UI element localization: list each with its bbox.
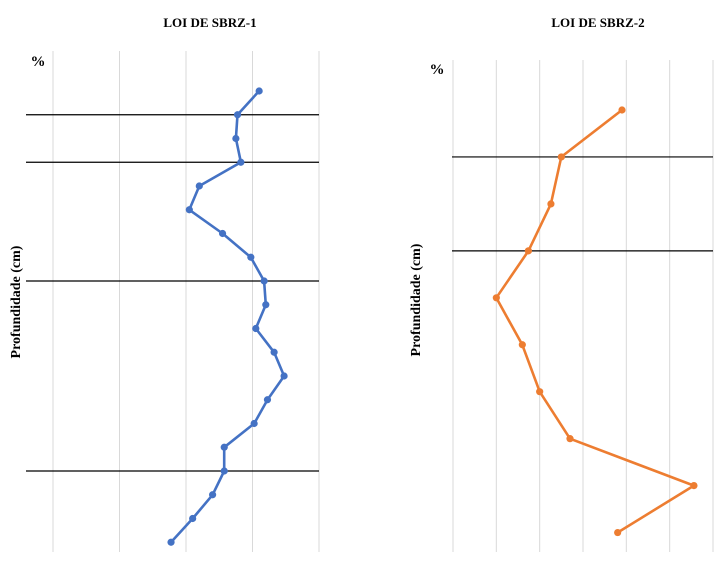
chart2-data-point [524, 247, 533, 255]
chart1-plot [26, 51, 320, 552]
chart2-plot [452, 60, 714, 552]
chart2-data-point [618, 106, 626, 114]
chart1-data-point [237, 158, 245, 166]
chart2-data-point [690, 482, 698, 490]
chart1-data-point [195, 182, 203, 190]
chart1-data-point [189, 514, 197, 523]
chart1-data-point [247, 253, 255, 261]
chart1-data-point [255, 87, 263, 95]
chart2-data-point [614, 528, 622, 537]
chart1-data-point [260, 277, 268, 285]
chart2-data-point [557, 153, 565, 161]
chart2-series-line [494, 108, 696, 534]
chart1-data-point [233, 111, 242, 119]
chart1-data-point [220, 467, 228, 475]
chart1-x-unit: % [31, 54, 46, 70]
chart1-data-point [262, 301, 270, 309]
chart1-data-point [270, 348, 278, 356]
chart1-data-point [220, 443, 228, 451]
chart1-data-point [209, 491, 217, 499]
chart2-y-axis-label: Profundidade (cm) [409, 243, 424, 356]
chart1-data-point [280, 372, 288, 380]
chart2-data-point [492, 294, 500, 302]
chart2-data-point [536, 388, 544, 396]
chart2-x-unit: % [430, 62, 445, 78]
chart1-data-point [167, 538, 175, 546]
chart1-data-point [232, 134, 240, 143]
chart2-data-point [518, 341, 526, 349]
chart1-y-axis-label: Profundidade (cm) [9, 245, 24, 358]
chart1-data-point [218, 229, 227, 238]
chart2-data-point [547, 200, 555, 208]
chart1-title: LOI DE SBRZ-1 [163, 15, 256, 30]
chart1-data-point [263, 396, 272, 404]
chart1-series-line [170, 90, 286, 544]
chart1-data-point [185, 206, 193, 214]
chart2-data-point [566, 435, 574, 443]
chart1-data-point [252, 324, 260, 333]
chart2-title: LOI DE SBRZ-2 [551, 15, 644, 30]
chart1-data-point [250, 419, 258, 428]
